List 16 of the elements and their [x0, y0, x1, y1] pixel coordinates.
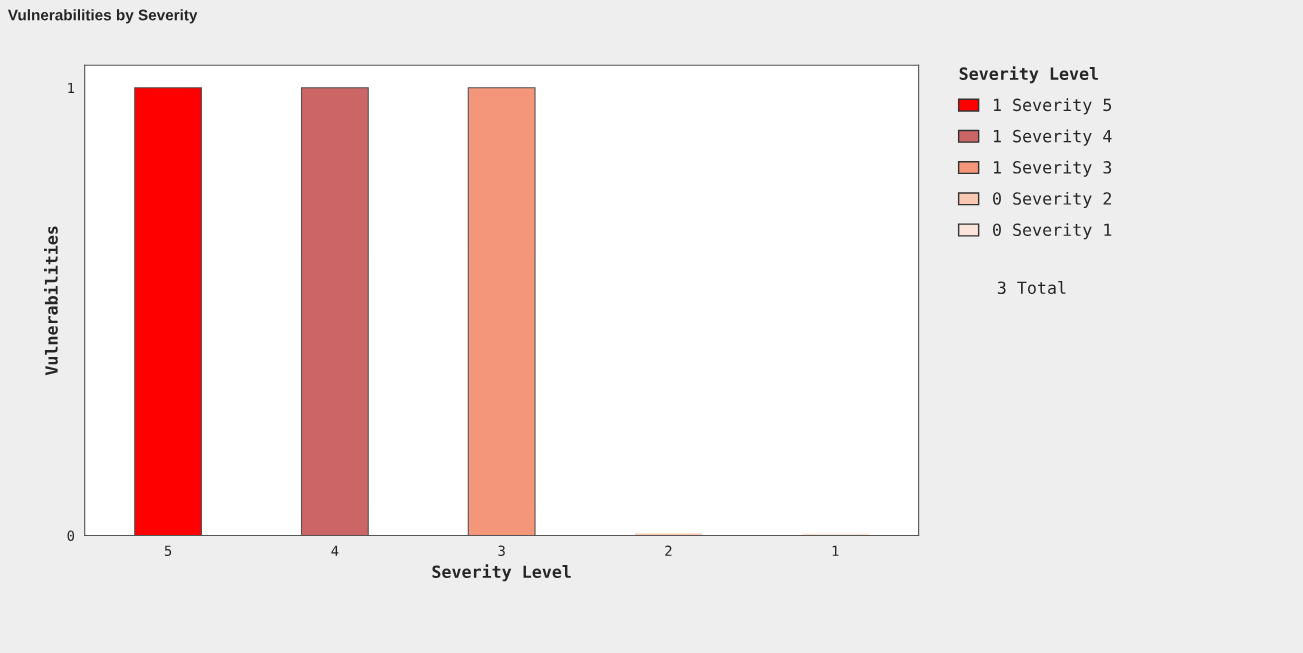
text: 3 Total: [997, 281, 1066, 295]
legend-title: Severity Level: [959, 66, 1098, 84]
legend-label: 1 Severity 5: [993, 98, 1112, 115]
chart-title: Vulnerabilities by Severity: [7, 9, 198, 24]
y-tick-label: 0: [67, 530, 75, 541]
x-tick-label: 2: [665, 545, 672, 556]
legend-label: 0 Severity 1: [993, 223, 1112, 240]
x-axis-title: Severity Level: [432, 564, 571, 582]
y-axis-title: Vulnerabilities: [44, 226, 58, 376]
legend-label: 1 Severity 3: [993, 160, 1112, 177]
x-tick-label: 4: [331, 545, 339, 556]
legend-label: 0 Severity 2: [993, 191, 1111, 209]
x-tick-label: 3: [498, 545, 505, 557]
x-tick-label: 5: [164, 545, 172, 557]
x-tick-label: 1: [832, 545, 839, 556]
legend-label: 1 Severity 4: [993, 129, 1112, 146]
